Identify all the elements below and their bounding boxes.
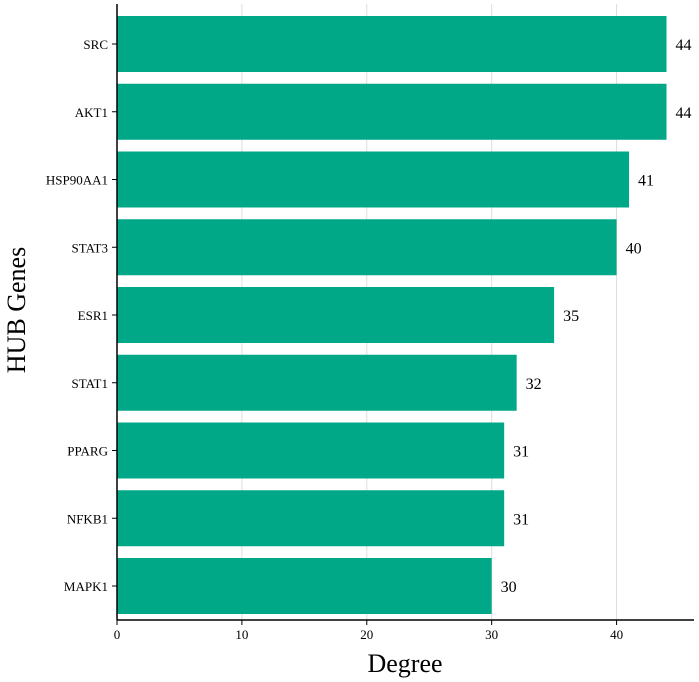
data-labels: 44 44 41 40 35 32 31 31 30: [501, 37, 692, 596]
category-label: PPARG: [67, 444, 108, 459]
data-label: 35: [563, 308, 579, 325]
data-label: 44: [676, 105, 692, 122]
data-label: 44: [676, 37, 692, 54]
bars: [117, 16, 667, 614]
bar: [117, 354, 517, 411]
x-tick-label: 10: [235, 627, 248, 642]
data-label: 31: [513, 511, 529, 528]
category-label: MAPK1: [64, 579, 108, 594]
x-tick-label: 40: [610, 627, 623, 642]
bar: [117, 83, 667, 140]
category-label: AKT1: [75, 105, 108, 120]
category-label: STAT3: [71, 240, 108, 255]
x-tick-label: 0: [114, 627, 121, 642]
bar: [117, 558, 492, 614]
category-labels: SRC AKT1 HSP90AA1 STAT3 ESR1 STAT1 PPARG NFKB1 M…: [46, 37, 108, 594]
category-label: SRC: [83, 37, 108, 52]
bar: [117, 151, 630, 208]
x-tick-label: 20: [360, 627, 373, 642]
x-tick-label: 30: [485, 627, 498, 642]
data-label: 31: [513, 444, 529, 461]
axes: 0 10 20 30 40: [112, 4, 694, 642]
bar: [117, 219, 617, 276]
category-label: NFKB1: [67, 511, 108, 526]
data-label: 32: [526, 376, 542, 393]
bar: [117, 287, 555, 343]
x-axis-title: Degree: [367, 649, 442, 678]
data-label: 30: [501, 579, 517, 596]
data-label: 41: [638, 173, 654, 190]
bar: [117, 490, 505, 547]
bar: [117, 422, 505, 479]
data-label: 40: [626, 240, 642, 257]
y-axis-title: HUB Genes: [2, 247, 31, 373]
category-label: HSP90AA1: [46, 173, 108, 188]
category-label: ESR1: [78, 308, 108, 323]
bar: [117, 16, 667, 72]
category-label: STAT1: [71, 376, 108, 391]
